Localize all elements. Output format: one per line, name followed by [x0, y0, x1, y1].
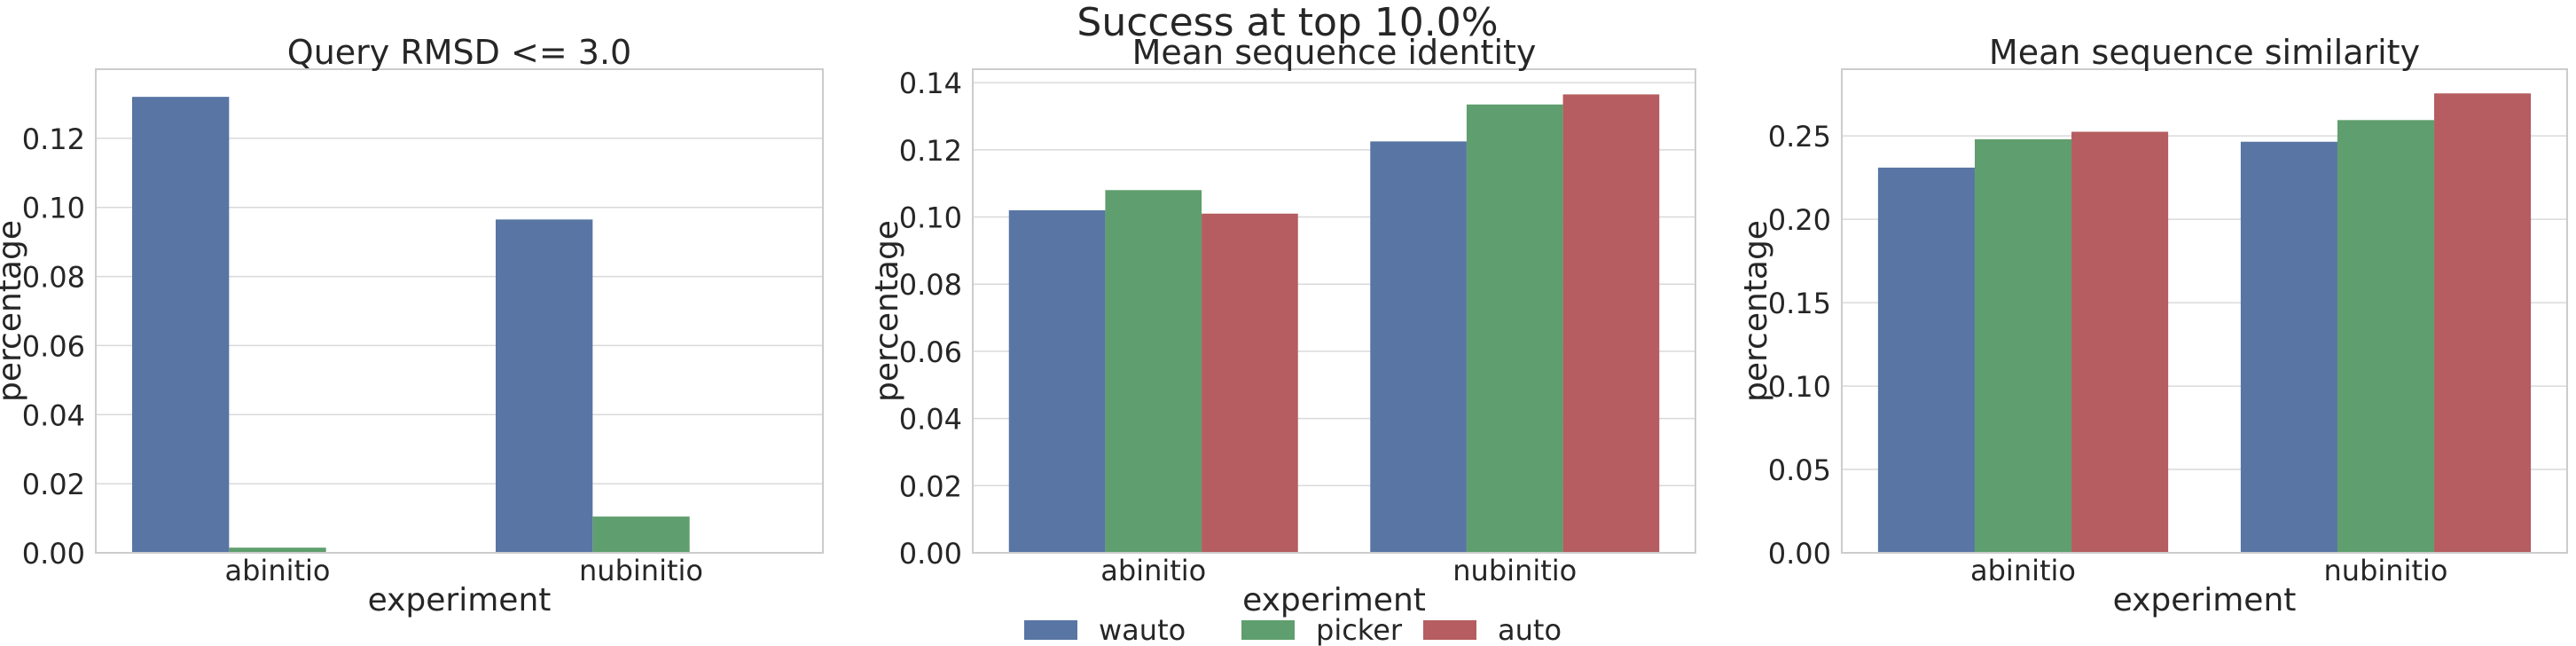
y-tick-label: 0.00 [22, 537, 85, 571]
legend: wauto picker auto [1024, 613, 1562, 646]
y-tick-label: 0.14 [899, 67, 962, 100]
y-axis-label: percentage [1738, 220, 1774, 402]
bar-picker-nubinitio [2337, 120, 2435, 553]
x-tick-label: nubinitio [2324, 554, 2448, 587]
bar-picker-abinitio [229, 548, 326, 553]
y-tick-label: 0.15 [1768, 287, 1831, 320]
legend-swatch [1423, 620, 1476, 640]
bar-wauto-abinitio [1877, 167, 1975, 553]
plot-frame [1841, 68, 2568, 554]
bar-wauto-abinitio [1008, 209, 1106, 554]
y-tick-label: 0.12 [22, 122, 85, 156]
bar-auto-nubinitio [2434, 93, 2532, 553]
subplot-1: 0.00 0.02 0.04 0.06 0.08 0.10 0.12 abinitio nubi… [0, 33, 824, 618]
legend-swatch [1024, 620, 1077, 640]
y-tick-label: 0.20 [1768, 203, 1831, 237]
plot-frame [95, 68, 824, 554]
bar-picker-nubinitio [592, 516, 690, 553]
legend-entry-auto: auto [1423, 613, 1562, 646]
subplot-2: 0.00 0.02 0.04 0.06 0.08 0.10 0.12 0.14 abinitio… [869, 33, 1696, 618]
bar-picker-nubinitio [1466, 104, 1563, 553]
legend-label: auto [1498, 613, 1562, 646]
bar-picker-abinitio [1974, 138, 2072, 553]
y-tick-label: 0.00 [899, 537, 962, 571]
legend-swatch [1241, 620, 1295, 640]
figure-title: Success at top 10.0% [1077, 0, 1498, 45]
x-axis-label: experiment [368, 582, 552, 618]
x-axis-label: experiment [2113, 582, 2297, 618]
bar-auto-abinitio [2071, 131, 2169, 554]
y-tick-label: 0.08 [899, 268, 962, 302]
y-tick-label: 0.10 [899, 201, 962, 235]
y-axis-label: percentage [0, 220, 28, 402]
subplots: 0.00 0.02 0.04 0.06 0.08 0.10 0.12 abinitio nubi… [0, 33, 2568, 618]
subplot-3: 0.00 0.05 0.10 0.15 0.20 0.25 abinitio nubiniti… [1738, 33, 2568, 618]
y-tick-label: 0.00 [1768, 537, 1831, 571]
subplot-title: Query RMSD <= 3.0 [287, 33, 631, 72]
y-tick-label: 0.10 [22, 192, 85, 225]
y-tick-label: 0.05 [1768, 453, 1831, 487]
y-tick-label: 0.12 [899, 134, 962, 168]
y-tick-label: 0.02 [899, 469, 962, 503]
y-axis-label: percentage [869, 220, 905, 402]
bar-wauto-nubinitio [2240, 141, 2337, 553]
x-axis-label: experiment [1242, 582, 1426, 618]
x-tick-label: nubinitio [579, 554, 703, 587]
bar-wauto-abinitio [132, 97, 230, 553]
x-tick-label: abinitio [1100, 554, 1206, 587]
subplot-title: Mean sequence identity [1132, 33, 1537, 72]
x-tick-label: abinitio [225, 554, 331, 587]
x-tick-label: nubinitio [1452, 554, 1577, 587]
y-tick-label: 0.04 [899, 403, 962, 437]
bar-wauto-nubinitio [1370, 141, 1467, 553]
y-tick-label: 0.10 [1768, 370, 1831, 404]
bar-picker-abinitio [1105, 190, 1202, 553]
y-tick-label: 0.25 [1768, 120, 1831, 154]
legend-label: wauto [1099, 613, 1186, 646]
legend-label: picker [1316, 613, 1403, 646]
y-tick-label: 0.04 [22, 398, 85, 432]
y-tick-label: 0.08 [22, 261, 85, 295]
bar-wauto-nubinitio [496, 219, 593, 553]
bar-auto-abinitio [1202, 213, 1298, 554]
legend-entry-wauto: wauto [1024, 613, 1186, 646]
subplot-title: Mean sequence similarity [1989, 33, 2420, 72]
y-tick-label: 0.06 [22, 329, 85, 363]
legend-entry-picker: picker [1241, 613, 1403, 646]
bar-auto-nubinitio [1562, 94, 1660, 553]
x-tick-label: abinitio [1970, 554, 2076, 587]
y-tick-label: 0.02 [22, 468, 85, 501]
plot-frame [972, 68, 1696, 554]
y-tick-label: 0.06 [899, 335, 962, 369]
